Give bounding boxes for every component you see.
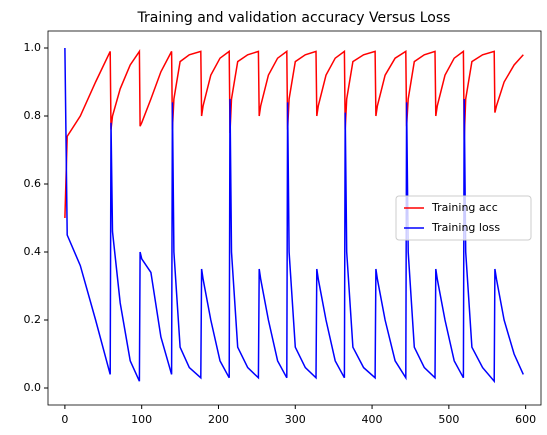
plot-frame xyxy=(47,30,542,406)
y-tick-label: 1.0 xyxy=(24,41,42,54)
y-tick-label: 0.4 xyxy=(24,245,42,258)
x-tick-label: 0 xyxy=(61,413,68,426)
chart-title: Training and validation accuracy Versus … xyxy=(137,10,451,26)
x-tick-label: 300 xyxy=(285,413,306,426)
line-series xyxy=(64,48,524,219)
x-tick-label: 400 xyxy=(362,413,383,426)
y-tick-label: 0.2 xyxy=(24,313,42,326)
legend-label: Training loss xyxy=(431,221,500,234)
x-tick-label: 500 xyxy=(438,413,459,426)
x-tick-label: 200 xyxy=(208,413,229,426)
x-tick-label: 600 xyxy=(515,413,536,426)
y-tick-label: 0.0 xyxy=(24,381,42,394)
line-series xyxy=(64,47,524,384)
y-tick-label: 0.8 xyxy=(24,109,42,122)
legend-box xyxy=(395,195,532,241)
y-tick-label: 0.6 xyxy=(24,177,42,190)
legend-label: Training acc xyxy=(431,201,498,214)
x-tick-label: 100 xyxy=(131,413,152,426)
